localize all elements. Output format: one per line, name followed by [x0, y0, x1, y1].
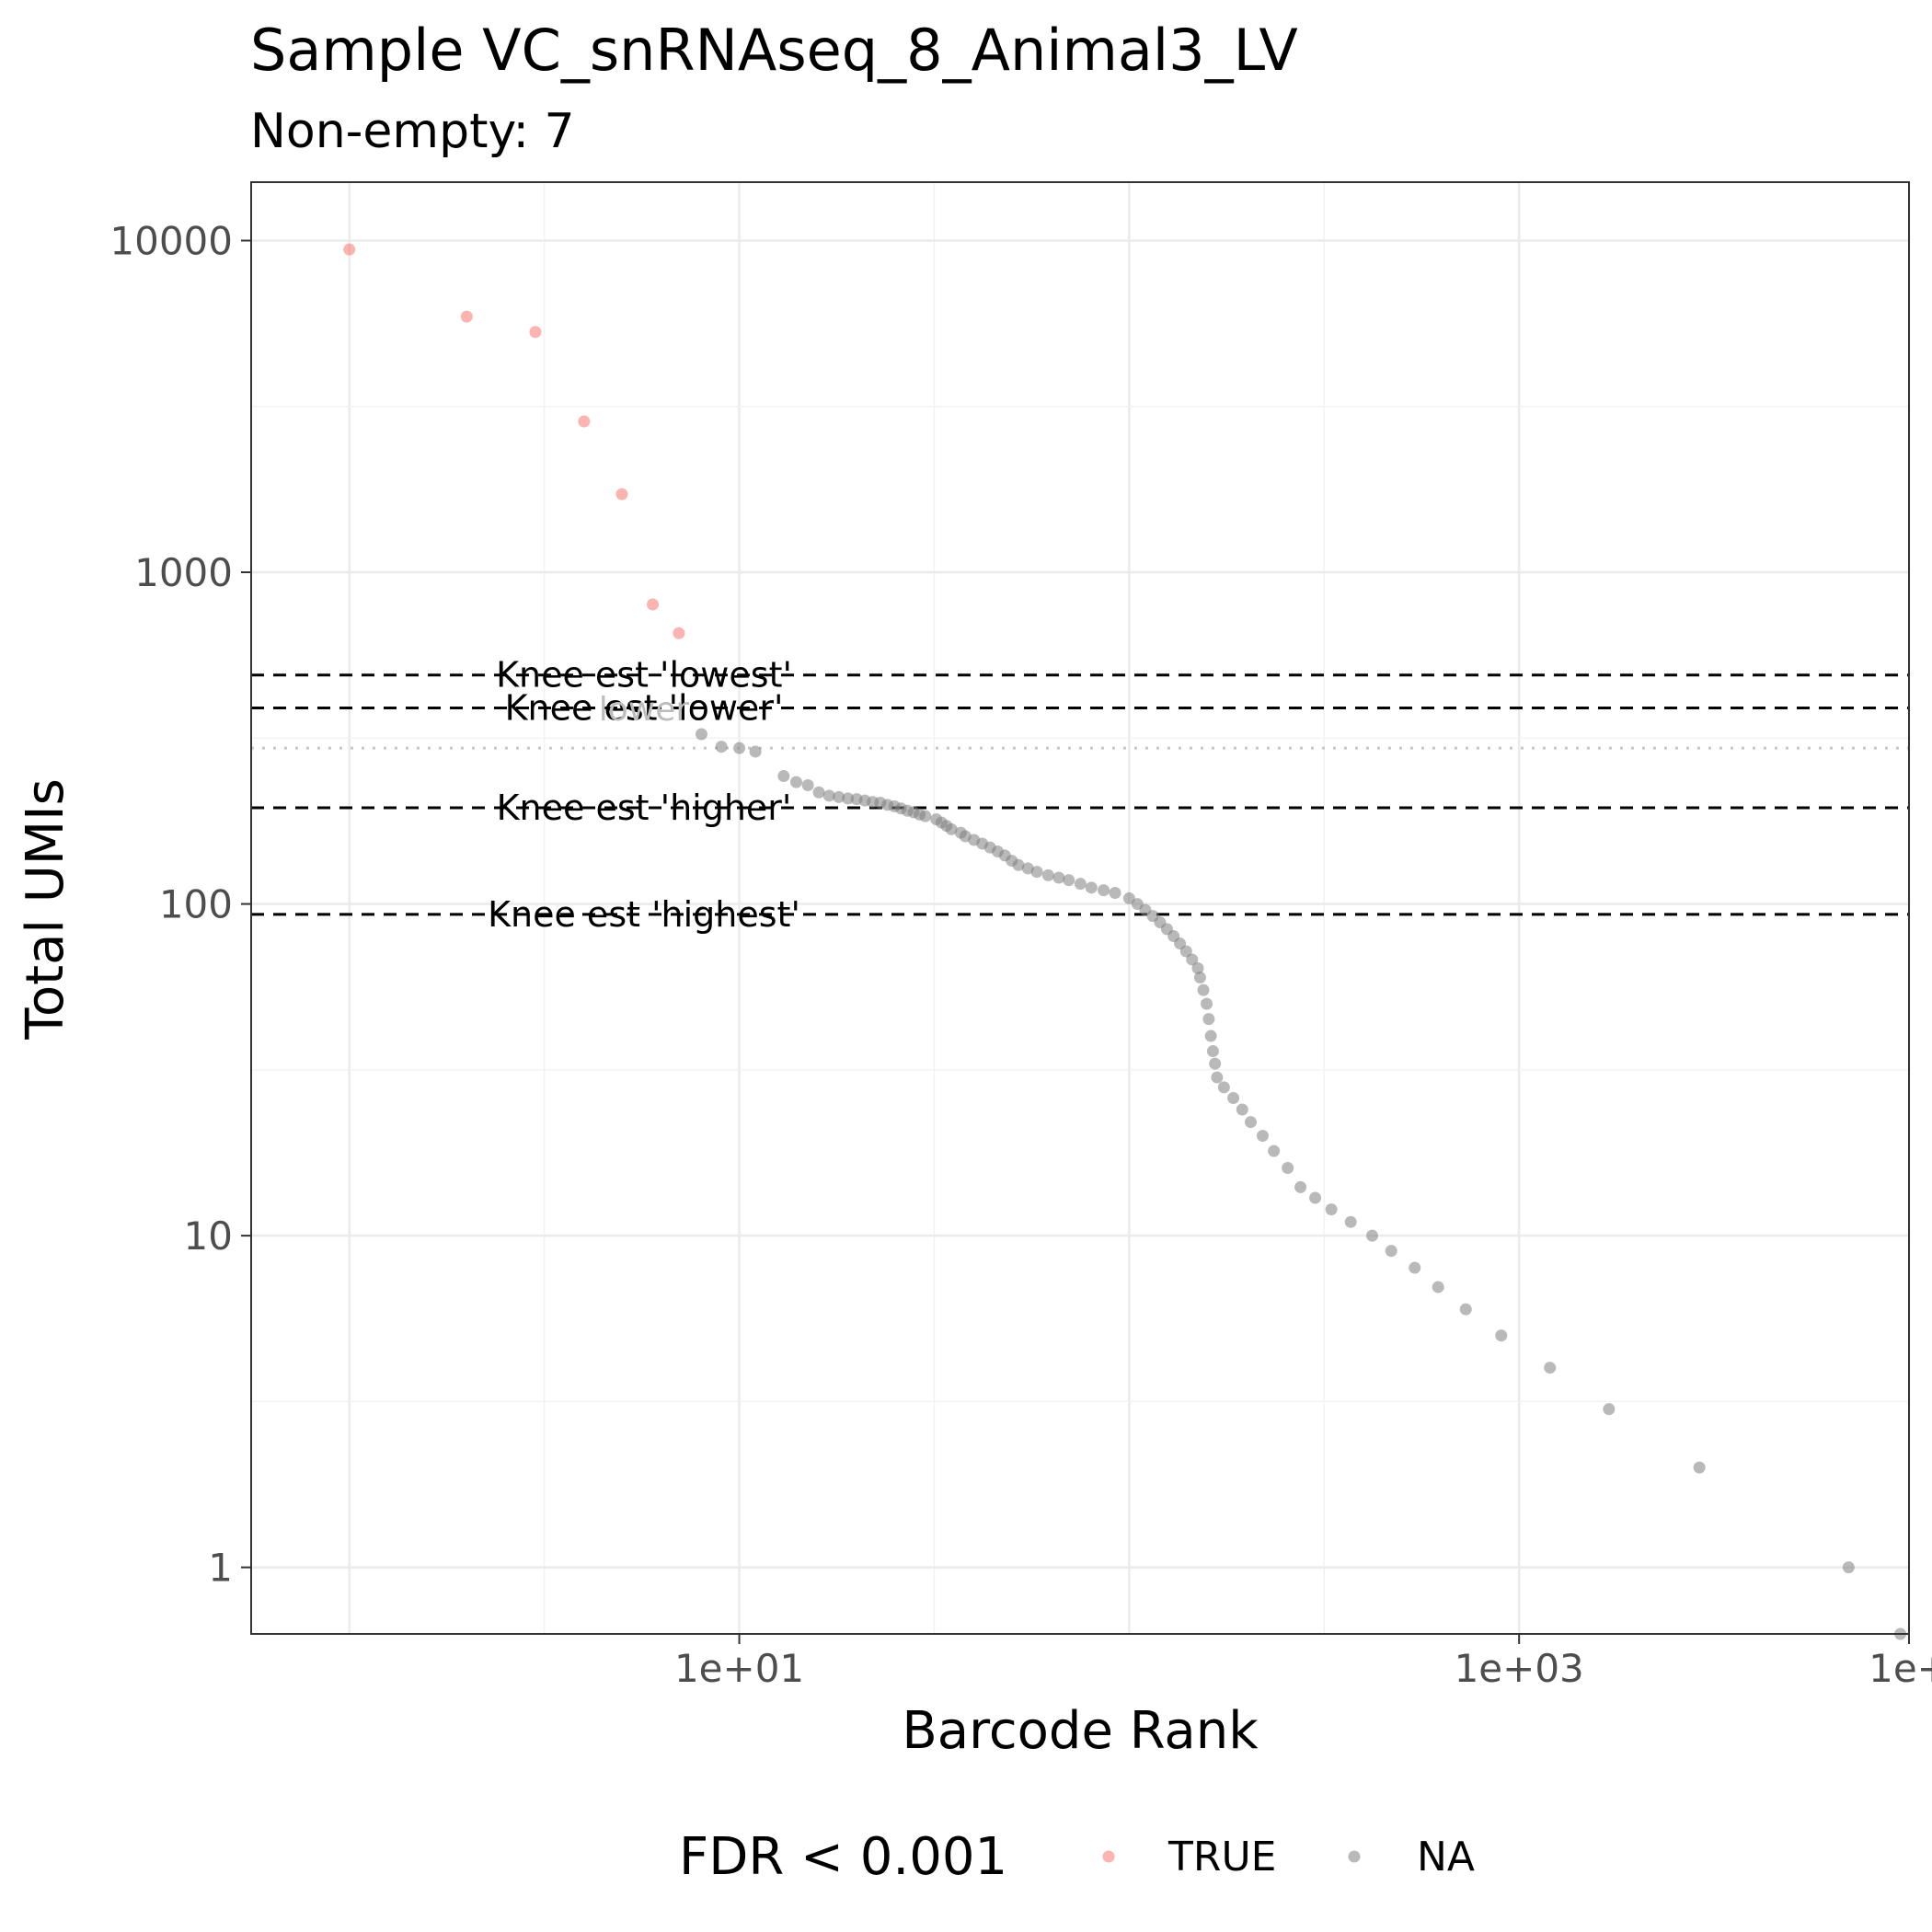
point-na [1432, 1281, 1444, 1294]
point-na [1041, 868, 1054, 881]
x-tick-label: 1e+03 [1455, 1646, 1584, 1691]
point-na [1693, 1461, 1706, 1474]
point-na [1211, 1071, 1224, 1084]
point-na [1186, 953, 1199, 966]
knee-line-label: Knee est 'highest' [488, 894, 800, 935]
point-na [812, 786, 825, 799]
point-true [647, 598, 660, 611]
point-na [1268, 1144, 1281, 1157]
point-na [777, 770, 790, 783]
point-na [1012, 858, 1025, 871]
point-na [919, 810, 932, 822]
point-na [1282, 1162, 1294, 1175]
point-na [822, 789, 835, 802]
point-na [1227, 1091, 1240, 1104]
point-na [1244, 1116, 1257, 1129]
point-na [945, 822, 958, 835]
point-na [842, 792, 855, 805]
point-true [529, 326, 542, 339]
point-na [789, 776, 802, 788]
knee-line-label: Knee est 'higher' [497, 788, 792, 828]
point-true [578, 415, 591, 428]
point-na [1495, 1329, 1508, 1342]
legend: FDR < 0.001 TRUE NA [679, 1827, 1475, 1887]
point-na [1202, 1013, 1215, 1026]
point-na [1052, 871, 1065, 884]
point-true [673, 627, 685, 639]
legend-label-true: TRUE [1167, 1834, 1276, 1880]
knee-lines: Knee est 'lowest'Knee est 'lower' Knee es… [251, 655, 1909, 935]
grid-lines [251, 182, 1911, 1634]
point-true [460, 310, 473, 323]
axis-ticks: 1e+01 1e+03 1e+ 10000 1000 100 10 1 [109, 218, 1932, 1691]
x-axis-title: Barcode Rank [902, 1701, 1259, 1761]
y-tick-label: 10000 [109, 218, 233, 263]
y-tick-label: 1 [208, 1546, 233, 1591]
point-na [1193, 972, 1206, 984]
point-na [1409, 1261, 1421, 1274]
legend-label-na: NA [1417, 1834, 1475, 1880]
point-na [1085, 881, 1098, 894]
point-na [1206, 1045, 1219, 1058]
point-na [1204, 1029, 1217, 1042]
point-na [1098, 884, 1110, 897]
point-na [715, 741, 728, 753]
point-na [1197, 983, 1210, 996]
point-na [801, 779, 814, 792]
point-na [1842, 1561, 1855, 1574]
point-na [1344, 1215, 1357, 1228]
point-na [1256, 1130, 1269, 1143]
point-na [695, 728, 707, 741]
plot-panel [251, 182, 1909, 1634]
point-na [1325, 1203, 1338, 1216]
point-na [1603, 1403, 1616, 1416]
plot-border [250, 181, 1910, 1635]
point-na [1021, 862, 1034, 875]
data-points [343, 243, 1907, 1640]
point-na [1201, 997, 1213, 1010]
point-na [1385, 1245, 1397, 1258]
point-na [733, 742, 746, 754]
legend-marker-true [1102, 1850, 1115, 1863]
point-na [1063, 874, 1075, 887]
knee-line-label: Knee est 'lowest' [496, 655, 792, 696]
y-axis-title: Total UMIs [16, 778, 75, 1041]
point-na [1109, 887, 1121, 900]
point-true [615, 488, 628, 500]
point-na [1544, 1362, 1557, 1374]
x-tick-label: 1e+01 [674, 1646, 804, 1691]
point-na [1217, 1081, 1230, 1094]
y-tick-label: 1000 [134, 550, 233, 595]
point-true [343, 243, 356, 256]
point-na [1191, 961, 1204, 974]
point-na [1030, 866, 1043, 879]
point-na [1074, 878, 1087, 891]
point-na [833, 790, 845, 803]
reference-line-label: lower [599, 691, 690, 729]
point-na [1459, 1303, 1472, 1316]
y-tick-label: 10 [184, 1213, 233, 1259]
legend-title: FDR < 0.001 [679, 1827, 1007, 1887]
point-na [1309, 1191, 1322, 1204]
point-na [749, 745, 762, 758]
x-tick-label: 1e+ [1869, 1646, 1932, 1691]
point-na [1294, 1180, 1307, 1193]
chart-title: Sample VC_snRNAseq_8_Animal3_LV [250, 17, 1298, 84]
y-tick-label: 100 [159, 882, 233, 927]
point-na [1236, 1103, 1248, 1116]
point-na [1209, 1057, 1222, 1070]
knee-line-label: Knee est 'lower' [505, 687, 784, 728]
chart-subtitle: Non-empty: 7 [250, 104, 575, 159]
point-na [1366, 1229, 1379, 1242]
point-na [1179, 945, 1192, 958]
legend-marker-na [1348, 1850, 1361, 1863]
